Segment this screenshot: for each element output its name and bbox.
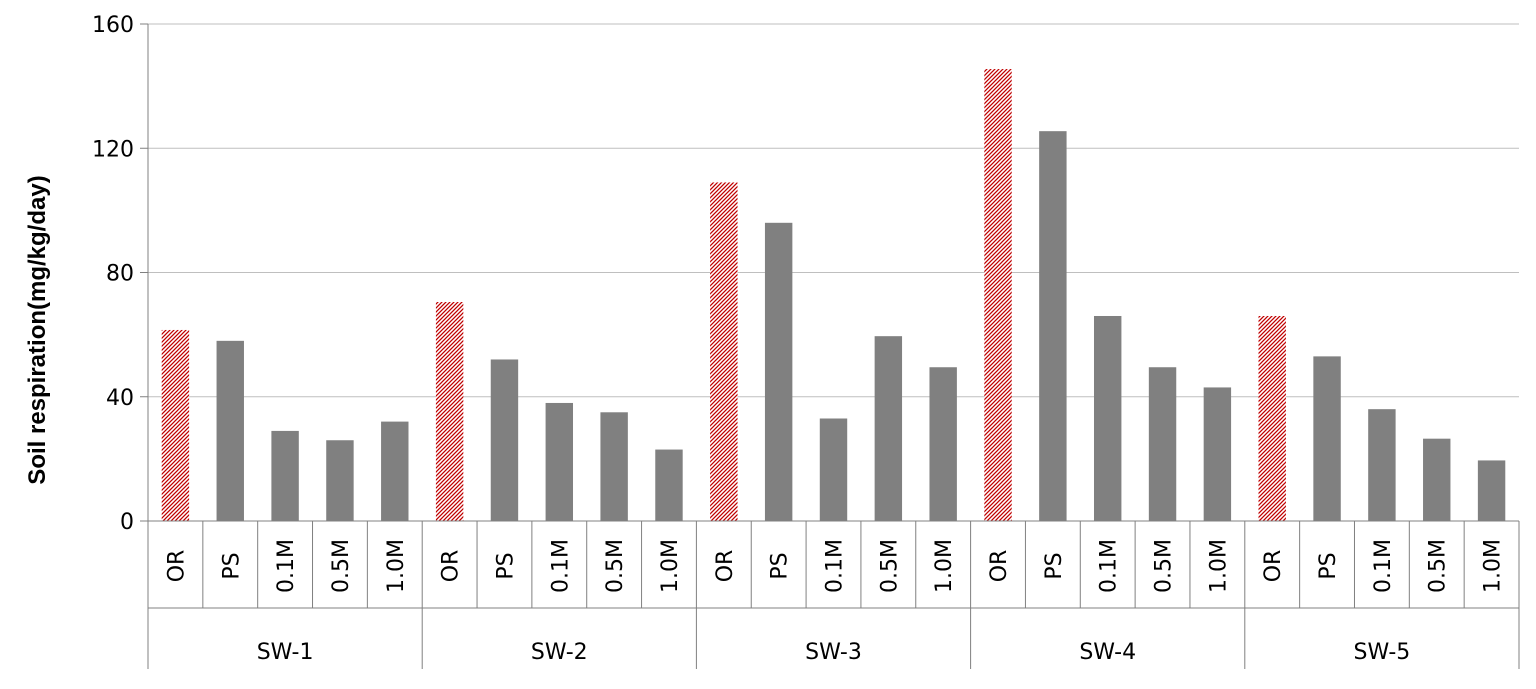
- bar-sw-2-0_1m: [545, 402, 574, 521]
- axis-labels: 0 40 80 120 160 OR PS 0.1M 0.5M 1.0M OR PS 0.1M 0.5M 1…: [92, 13, 1506, 665]
- bar-sw-5-or: [1258, 315, 1286, 521]
- bar-sw-1-or: [161, 329, 190, 521]
- category-label: 1.0M: [1206, 539, 1231, 593]
- category-label: 0.1M: [823, 539, 848, 593]
- bar-sw-4-0_1m: [1093, 315, 1122, 521]
- bar-sw-1-1_0m: [381, 421, 409, 521]
- category-label: 1.0M: [1481, 539, 1506, 593]
- category-label: 1.0M: [932, 539, 957, 593]
- category-label: 0.5M: [1426, 539, 1451, 593]
- category-label: PS: [493, 552, 518, 579]
- y-tick-label-40: 40: [106, 386, 134, 411]
- bar-sw-3-0_5m: [874, 336, 903, 521]
- category-label: PS: [1042, 552, 1067, 579]
- y-tick-label-80: 80: [106, 262, 134, 287]
- category-label: 0.5M: [603, 539, 628, 593]
- category-label: 1.0M: [658, 539, 683, 593]
- category-label: 0.1M: [274, 539, 299, 593]
- group-label-sw-3: SW-3: [805, 640, 862, 665]
- bar-sw-3-1_0m: [929, 367, 957, 521]
- category-label: 0.1M: [1371, 539, 1396, 593]
- group-label-sw-4: SW-4: [1079, 640, 1136, 665]
- group-label-sw-1: SW-1: [257, 640, 314, 665]
- bar-sw-1-0_5m: [326, 440, 354, 521]
- group-label-sw-5: SW-5: [1354, 640, 1411, 665]
- bar-sw-2-1_0m: [655, 449, 683, 521]
- bar-sw-4-or: [984, 69, 1012, 522]
- gridlines: [148, 23, 1519, 398]
- category-label: OR: [987, 550, 1012, 583]
- category-label: 0.5M: [877, 539, 902, 593]
- y-tick-label-0: 0: [120, 510, 134, 535]
- bar-sw-1-ps: [216, 340, 244, 521]
- bar-sw-4-1_0m: [1203, 387, 1232, 521]
- bar-sw-1-0_1m: [271, 430, 299, 521]
- category-label: OR: [164, 550, 189, 583]
- category-label: 0.5M: [329, 539, 354, 593]
- category-label: 0.1M: [548, 539, 573, 593]
- bar-sw-4-ps: [1039, 131, 1067, 521]
- group-label-sw-2: SW-2: [531, 640, 588, 665]
- category-label: OR: [439, 550, 464, 583]
- bar-sw-2-0_5m: [600, 412, 628, 521]
- y-tick-label-120: 120: [92, 137, 134, 162]
- bar-sw-5-1_0m: [1477, 460, 1506, 521]
- y-tick-label-160: 160: [92, 13, 134, 38]
- bar-sw-3-0_1m: [819, 418, 848, 521]
- category-label: 0.1M: [1097, 539, 1122, 593]
- category-label: OR: [1261, 550, 1286, 583]
- category-label: OR: [713, 550, 738, 583]
- bar-sw-5-0_1m: [1368, 409, 1396, 521]
- category-label: 1.0M: [384, 539, 409, 593]
- bar-sw-5-ps: [1313, 356, 1341, 521]
- bars: [161, 69, 1506, 522]
- bar-sw-2-ps: [490, 359, 519, 521]
- category-label: PS: [219, 552, 244, 579]
- bar-sw-4-0_5m: [1148, 367, 1177, 521]
- bar-sw-2-or: [435, 302, 464, 521]
- category-label: 0.5M: [1152, 539, 1177, 593]
- axes: [140, 23, 1520, 669]
- bar-sw-5-0_5m: [1423, 438, 1451, 521]
- category-label: PS: [1316, 552, 1341, 579]
- y-axis-title: Soil respiration(mg/kg/day): [24, 175, 51, 484]
- bar-sw-3-ps: [764, 222, 793, 522]
- category-label: PS: [768, 552, 793, 579]
- bar-sw-3-or: [710, 182, 738, 521]
